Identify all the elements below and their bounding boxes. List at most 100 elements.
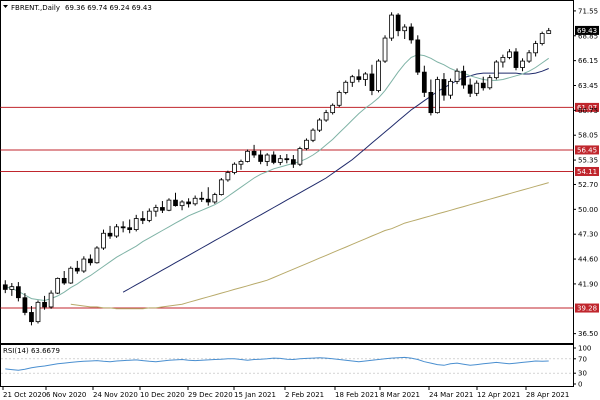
time-tick-label: 24 Nov 2020 — [93, 391, 138, 399]
candle-body — [9, 286, 15, 290]
candle-body — [271, 154, 277, 163]
candle-body — [454, 70, 460, 82]
rsi-axis: 100 70 30 0 — [573, 345, 591, 389]
price-tick-label: 55.35 — [578, 157, 598, 165]
candle-body — [146, 210, 152, 221]
candle-body — [16, 286, 21, 299]
candle-body — [127, 227, 133, 230]
level-tag-3 — [575, 303, 599, 313]
rsi-line — [5, 356, 549, 371]
chart-header: FBRENT.,Daily 69.36 69.74 69.24 69.43 — [3, 4, 152, 12]
candle-body — [467, 84, 473, 94]
price-tick-label: 44.60 — [578, 256, 598, 264]
candle-body — [212, 194, 218, 203]
price-tick-label: 71.55 — [578, 7, 598, 15]
candle-body — [68, 267, 74, 284]
candle-body — [480, 82, 486, 89]
candle-body — [297, 148, 303, 165]
candle-body — [114, 226, 119, 237]
price-tick-label: 50.00 — [578, 206, 598, 214]
candle-body — [343, 81, 349, 93]
level-tag-2 — [575, 166, 599, 176]
time-tick-label: 24 Mar 2021 — [429, 391, 473, 399]
candle-body — [225, 172, 231, 181]
candle-body — [2, 284, 8, 290]
candle-body — [474, 82, 480, 94]
time-tick-label: 10 Dec 2020 — [140, 391, 185, 399]
time-tick-label: 12 Apr 2021 — [477, 391, 520, 399]
price-tick-label: 68.85 — [578, 32, 598, 40]
candle-body — [179, 201, 185, 207]
candle-body — [415, 39, 421, 73]
candle-body — [317, 119, 322, 131]
price-tick-label: 36.50 — [578, 330, 598, 338]
dropdown-triangle-icon[interactable] — [3, 5, 8, 8]
level-tag-1 — [575, 145, 599, 155]
candle-body — [173, 199, 178, 207]
candle-body — [94, 247, 100, 264]
candle-body — [435, 79, 440, 114]
candle-body — [461, 70, 466, 86]
candle-body — [107, 232, 113, 237]
time-tick-label: 18 Feb 2021 — [335, 391, 379, 399]
time-axis[interactable]: 21 Oct 2020 6 Nov 2020 24 Nov 2020 10 Dec 2… — [2, 386, 569, 399]
candle-body — [539, 33, 545, 44]
level-tag-label-0: 61.07 — [577, 104, 597, 112]
time-tick-label: 8 Mar 2021 — [380, 391, 420, 399]
candle-body — [336, 91, 342, 106]
candle-body — [441, 79, 447, 96]
candle-body — [277, 158, 283, 163]
price-plot-area[interactable] — [0, 0, 574, 344]
time-tick-label: 28 Apr 2021 — [526, 391, 569, 399]
candle-body — [22, 297, 28, 313]
price-tick-label: 66.15 — [578, 57, 598, 65]
candle-body — [546, 30, 552, 34]
candle-body — [205, 198, 211, 203]
level-tag-0 — [575, 102, 599, 112]
level-tag-label-1: 56.45 — [577, 146, 597, 154]
price-axis[interactable]: 71.55 68.85 66.15 63.45 60.75 58.05 55.35 52.70… — [573, 7, 599, 338]
candle-body — [29, 312, 34, 323]
candle-body — [88, 258, 93, 264]
candle-body — [140, 218, 146, 221]
candle-body — [402, 26, 408, 32]
candle-body — [304, 139, 309, 149]
candle-body — [61, 277, 67, 284]
candle-body — [186, 201, 191, 205]
candle-body — [323, 112, 329, 121]
candle-body — [101, 232, 106, 249]
candle-body — [81, 258, 87, 272]
candle-body — [192, 197, 198, 205]
price-tick-label: 63.45 — [578, 82, 598, 90]
candle-body — [513, 51, 519, 68]
ma-long-line — [70, 182, 549, 310]
current-price-tag — [575, 25, 599, 35]
time-tick-label: 29 Dec 2020 — [188, 391, 233, 399]
candle-body — [389, 14, 394, 39]
candle-body — [500, 57, 506, 63]
candle-body — [166, 199, 172, 211]
price-tick-label: 58.05 — [578, 132, 598, 140]
candle-body — [48, 292, 54, 308]
candle-body — [395, 14, 401, 32]
candle-body — [369, 73, 375, 91]
candle-body — [218, 179, 224, 195]
ohlc-readout: 69.36 69.74 69.24 69.43 — [65, 4, 152, 12]
candlesticks — [2, 12, 552, 326]
candle-body — [382, 37, 388, 62]
candle-body — [133, 218, 139, 230]
candle-body — [363, 73, 368, 80]
candle-body — [55, 277, 61, 294]
rsi-plot-area[interactable] — [0, 344, 574, 387]
candle-body — [428, 91, 434, 114]
candle-body — [493, 61, 499, 79]
candle-body — [376, 60, 381, 91]
candle-body — [330, 104, 336, 114]
rsi-tick-label: 30 — [578, 370, 587, 378]
level-tag-label-3: 39.28 — [577, 305, 597, 313]
candle-body — [264, 154, 270, 162]
price-tick-label: 52.70 — [578, 181, 598, 189]
candle-body — [408, 26, 414, 41]
candle-body — [533, 43, 538, 54]
